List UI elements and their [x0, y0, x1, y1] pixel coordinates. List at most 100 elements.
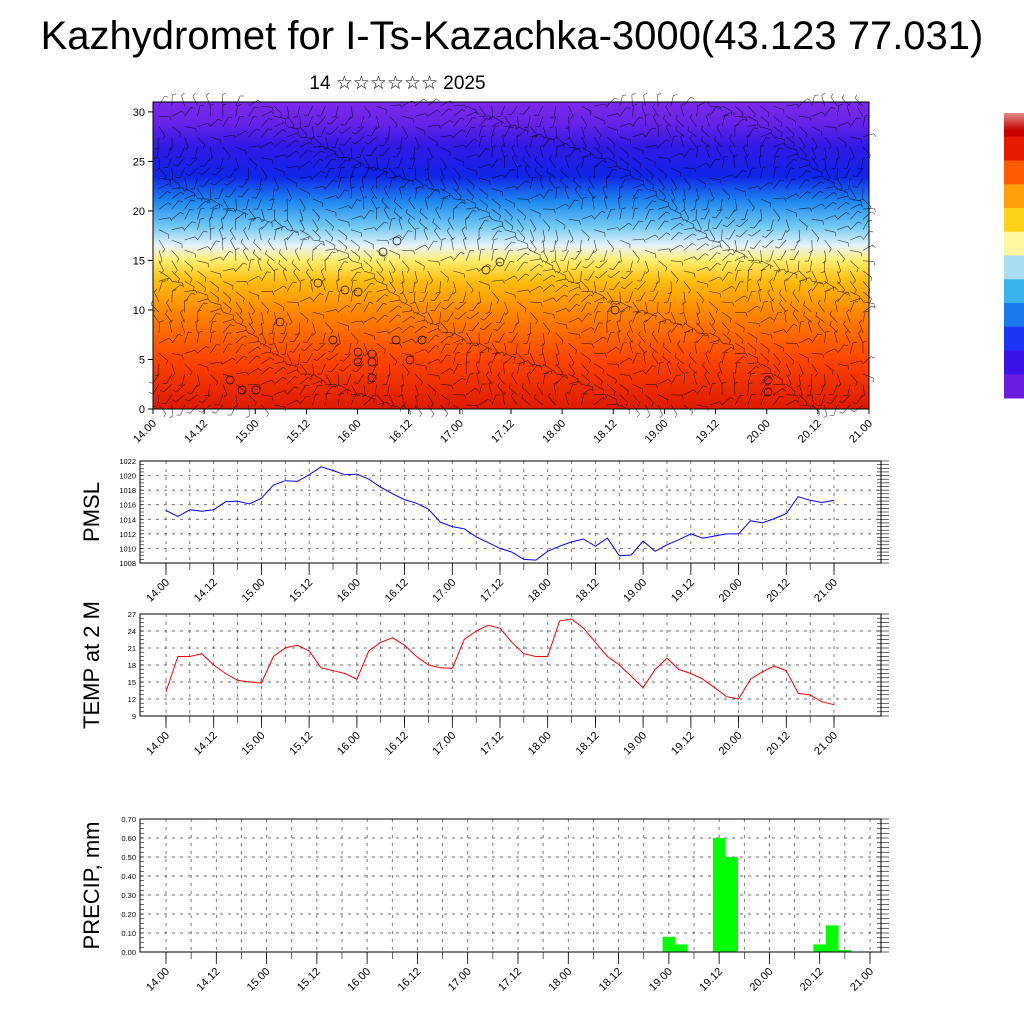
temp-minor-ticks: [140, 613, 889, 717]
temp-x-tick-label: 21.00: [812, 730, 840, 758]
pmsl-x-tick-label: 16.00: [335, 577, 363, 605]
pmsl-x-tick-label: 18.00: [526, 577, 554, 605]
pmsl-x-tick-label: 20.00: [717, 577, 745, 605]
precip-x-tick-label: 20.00: [748, 966, 776, 994]
precip-x-tick-label: 15.00: [245, 966, 273, 994]
temp-x-tick-label: 15.12: [287, 730, 315, 758]
pmsl-series-line: [165, 466, 835, 561]
x-tick-label: 18.12: [591, 418, 619, 446]
x-tick-label: 16.12: [387, 418, 415, 446]
pmsl-x-tick-label: 14.12: [192, 577, 220, 605]
temp-y-tick-label: 9: [132, 712, 136, 721]
y-tick-label: 20: [133, 206, 145, 218]
temp-x-tick-label: 19.12: [669, 730, 697, 758]
y-tick-label: 0: [139, 404, 145, 416]
precip-bar: [838, 950, 852, 952]
precip-bar: [712, 838, 726, 952]
precip-x-tick-label: 14.00: [144, 966, 172, 994]
precip-y-tick-label: 0.20: [121, 910, 136, 919]
pmsl-x-tick-label: 17.00: [430, 577, 458, 605]
x-tick-label: 20.00: [745, 418, 773, 446]
precip-bar: [826, 925, 839, 952]
precip-x-tick-label: 19.00: [647, 966, 675, 994]
temp-y-tick-label: 21: [128, 644, 136, 653]
precip-bar: [725, 857, 738, 952]
temp-x-tick-label: 17.12: [478, 730, 506, 758]
pmsl-y-tick-label: 1018: [119, 486, 136, 495]
pmsl-panel: 1008 1010 1012 1014 1016 1018 1020 1022 14.00 14.…: [79, 457, 889, 605]
temp-x-tick-label: 16.00: [335, 730, 363, 758]
precip-panel: 0.00 0.10 0.20 0.30 0.40 0.50 0.60 0.70 14.00 14.…: [79, 815, 889, 994]
temp-y-tick-label: 27: [128, 610, 136, 619]
precip-frame: [139, 818, 882, 953]
page-title: Kazhydromet for I-Ts-Kazachka-3000(43.12…: [40, 14, 984, 58]
temp-series-line: [165, 618, 835, 706]
precip-y-tick-label: 0.70: [121, 815, 136, 824]
precip-bar: [813, 944, 826, 952]
x-tick-label: 14.12: [182, 418, 210, 446]
temp-axis-title: TEMP at 2 M: [79, 601, 104, 729]
pmsl-x-tick-label: 16.12: [383, 577, 411, 605]
x-tick-label: 21.00: [847, 418, 875, 446]
y-tick-label: 25: [133, 156, 145, 168]
colorbar: [1004, 113, 1024, 399]
precip-x-tick-label: 21.00: [848, 966, 876, 994]
pmsl-y-tick-label: 1014: [119, 515, 136, 524]
pmsl-x-tick-label: 15.12: [287, 577, 315, 605]
precip-bar: [662, 936, 676, 952]
precip-x-tick-label: 14.12: [194, 966, 222, 994]
temp-x-tick-label: 15.00: [240, 730, 268, 758]
pmsl-y-tick-label: 1020: [119, 472, 136, 481]
precip-bar: [675, 944, 688, 952]
x-tick-label: 16.00: [336, 418, 364, 446]
precip-x-tick-label: 20.12: [798, 966, 826, 994]
x-tick-label: 17.12: [489, 418, 517, 446]
temp-x-tick-label: 14.00: [144, 730, 172, 758]
pmsl-x-tick-label: 17.12: [478, 577, 506, 605]
temp-frame: [139, 613, 882, 717]
x-tick-label: 14.00: [131, 418, 159, 446]
temp-x-tick-label: 14.12: [192, 730, 220, 758]
precip-y-tick-label: 0.50: [121, 853, 136, 862]
pmsl-x-tick-label: 20.12: [764, 577, 792, 605]
pmsl-grid: [140, 460, 881, 564]
x-tick-label: 15.00: [233, 418, 261, 446]
precip-x-tick-label: 17.00: [446, 966, 474, 994]
y-tick-label: 10: [133, 305, 145, 317]
precip-axis-title: PRECIP, mm: [79, 822, 104, 950]
temp-panel: 9 12 15 18 21 24 27 14.00 14.12 15.00 15.12 16.00 16…: [79, 601, 889, 758]
temp-x-tick-label: 19.00: [621, 730, 649, 758]
temp-y-tick-label: 24: [128, 627, 136, 636]
x-tick-label: 17.00: [438, 418, 466, 446]
pmsl-axis-title: PMSL: [79, 482, 104, 542]
pmsl-frame: [139, 460, 882, 564]
precip-x-tick-label: 17.12: [496, 966, 524, 994]
precip-y-tick-label: 0.30: [121, 891, 136, 900]
temp-y-tick-label: 12: [128, 695, 136, 704]
precip-grid: [140, 818, 881, 953]
temp-x-tick-label: 18.00: [526, 730, 554, 758]
temp-y-tick-label: 18: [128, 661, 136, 670]
pmsl-y-tick-label: 1010: [119, 544, 136, 553]
pmsl-minor-ticks: [140, 460, 889, 564]
calm-markers: [225, 236, 773, 397]
pmsl-x-tick-label: 19.00: [621, 577, 649, 605]
pmsl-x-tick-label: 21.00: [812, 577, 840, 605]
pmsl-y-tick-label: 1016: [119, 501, 136, 510]
colorbar-top-shade: [1004, 113, 1024, 398]
precip-x-tick-label: 15.12: [295, 966, 323, 994]
precip-y-tick-label: 0.40: [121, 872, 136, 881]
y-tick-label: 30: [133, 107, 145, 119]
y-tick-label: 5: [139, 354, 145, 366]
temp-x-tick-label: 18.12: [574, 730, 602, 758]
wind-barbs: [148, 92, 877, 419]
precip-y-tick-label: 0.00: [121, 948, 136, 957]
y-tick-label: 15: [133, 255, 145, 267]
precip-x-tick-label: 19.12: [697, 966, 725, 994]
pmsl-x-tick-label: 19.12: [669, 577, 697, 605]
temp-x-tick-label: 20.12: [764, 730, 792, 758]
precip-minor-ticks: [140, 818, 889, 953]
temp-x-tick-label: 20.00: [717, 730, 745, 758]
precip-x-tick-label: 16.00: [345, 966, 373, 994]
